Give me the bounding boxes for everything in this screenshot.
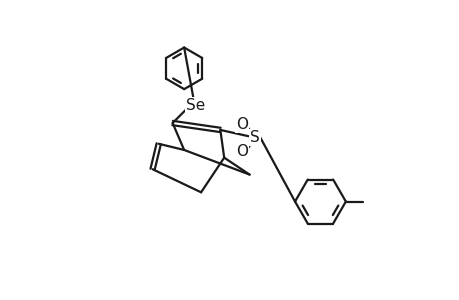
Text: O: O	[235, 144, 247, 159]
Text: S: S	[250, 130, 259, 145]
Text: Se: Se	[186, 98, 205, 113]
Text: O: O	[235, 117, 247, 132]
